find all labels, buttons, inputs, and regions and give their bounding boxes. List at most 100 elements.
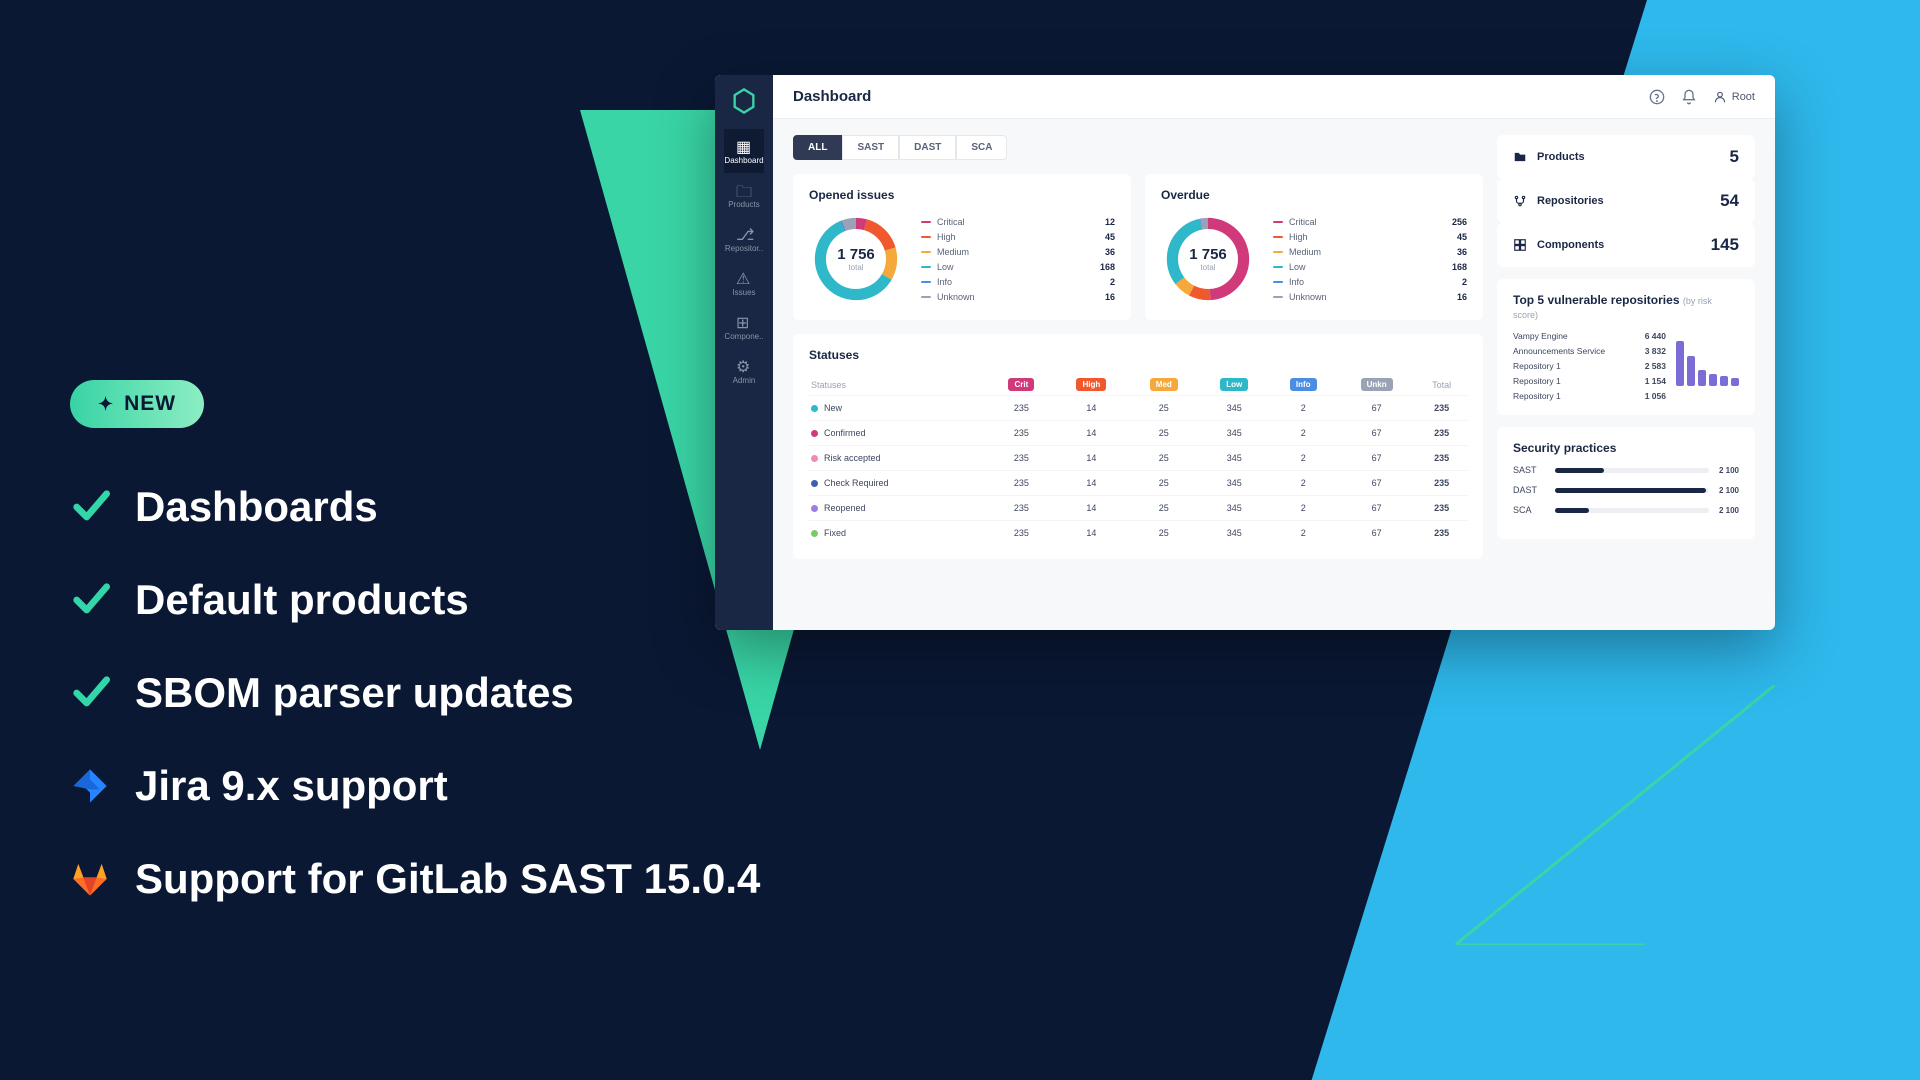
- legend-swatch: [921, 296, 931, 298]
- legend-value: 16: [1089, 292, 1115, 302]
- severity-header: Med: [1129, 374, 1199, 396]
- sidebar-icon: ⚠: [736, 269, 752, 285]
- sidebar-item-label: Repositor..: [725, 244, 763, 253]
- status-value: 67: [1337, 396, 1416, 421]
- legend-name: Low: [1289, 262, 1435, 272]
- status-value: 25: [1129, 496, 1199, 521]
- filter-tabs: ALLSASTDASTSCA: [793, 135, 1483, 160]
- total-header: Total: [1416, 374, 1467, 396]
- card-title: Statuses: [809, 348, 1467, 362]
- sidebar-item-dashboard[interactable]: ▦ Dashboard: [724, 129, 763, 173]
- stat-value: 145: [1711, 235, 1739, 255]
- check-icon: [70, 487, 110, 527]
- tab-dast[interactable]: DAST: [899, 135, 956, 160]
- legend-row: High 45: [921, 232, 1115, 242]
- feature-item: SBOM parser updates: [70, 669, 760, 717]
- legend-name: High: [937, 232, 1083, 242]
- vuln-row: Repository 11 154: [1513, 376, 1666, 386]
- status-value: 14: [1054, 446, 1128, 471]
- status-value: 345: [1199, 396, 1269, 421]
- status-total: 235: [1416, 496, 1467, 521]
- table-row: Check Required2351425345267235: [809, 471, 1467, 496]
- status-value: 67: [1337, 471, 1416, 496]
- legend-value: 36: [1089, 247, 1115, 257]
- legend-name: Info: [937, 277, 1083, 287]
- status-value: 25: [1129, 521, 1199, 546]
- practice-bar: [1555, 488, 1709, 493]
- statuses-table: StatusesCritHighMedLowInfoUnknTotal New2…: [809, 374, 1467, 545]
- overdue-card: Overdue 1 756 total Critical: [1145, 174, 1483, 320]
- practice-value: 2 100: [1719, 466, 1739, 475]
- marketing-panel: ✦ NEW Dashboards Default products SBOM p…: [70, 380, 760, 903]
- status-total: 235: [1416, 521, 1467, 546]
- sidebar-item-products[interactable]: 🗀 Products: [724, 173, 763, 217]
- status-value: 14: [1054, 496, 1128, 521]
- status-value: 14: [1054, 421, 1128, 446]
- sidebar-icon: ▦: [736, 137, 752, 153]
- legend-row: Low 168: [921, 262, 1115, 272]
- stat-card-products[interactable]: Products 5: [1497, 135, 1755, 179]
- legend-swatch: [921, 281, 931, 283]
- overdue-total: 1 756: [1189, 246, 1227, 263]
- app-logo[interactable]: [730, 87, 758, 115]
- status-value: 2: [1269, 496, 1337, 521]
- legend-value: 16: [1441, 292, 1467, 302]
- opened-total: 1 756: [837, 246, 875, 263]
- status-value: 2: [1269, 471, 1337, 496]
- legend-row: Unknown 16: [921, 292, 1115, 302]
- status-name: Reopened: [809, 496, 989, 521]
- tab-sast[interactable]: SAST: [842, 135, 899, 160]
- status-value: 345: [1199, 496, 1269, 521]
- vuln-bar: [1698, 370, 1706, 386]
- legend-value: 2: [1441, 277, 1467, 287]
- sidebar-item-issues[interactable]: ⚠ Issues: [724, 261, 763, 305]
- practice-bar: [1555, 508, 1709, 513]
- vuln-bar: [1687, 356, 1695, 386]
- legend-swatch: [1273, 266, 1283, 268]
- table-row: Confirmed2351425345267235: [809, 421, 1467, 446]
- tab-sca[interactable]: SCA: [956, 135, 1007, 160]
- user-chip[interactable]: Root: [1713, 90, 1755, 104]
- check-icon: [70, 580, 110, 620]
- stat-card-components[interactable]: Components 145: [1497, 223, 1755, 267]
- practices-card: Security practices SAST 2 100 DAST 2 100…: [1497, 427, 1755, 539]
- status-value: 14: [1054, 471, 1128, 496]
- sidebar-icon: ⊞: [736, 313, 752, 329]
- status-name: New: [809, 396, 989, 421]
- severity-header: Low: [1199, 374, 1269, 396]
- legend-name: Info: [1289, 277, 1435, 287]
- vuln-bar: [1731, 378, 1739, 386]
- legend-name: Medium: [937, 247, 1083, 257]
- sidebar-item-compone[interactable]: ⊞ Compone..: [724, 305, 763, 349]
- badge-text: NEW: [124, 392, 176, 416]
- practice-row: SCA 2 100: [1513, 505, 1739, 515]
- help-icon[interactable]: [1649, 89, 1665, 105]
- stat-label: Repositories: [1537, 195, 1604, 207]
- tab-all[interactable]: ALL: [793, 135, 842, 160]
- status-value: 2: [1269, 446, 1337, 471]
- user-name: Root: [1732, 91, 1755, 103]
- legend-swatch: [921, 236, 931, 238]
- legend-row: Info 2: [1273, 277, 1467, 287]
- donut-label: total: [837, 263, 875, 272]
- status-value: 345: [1199, 446, 1269, 471]
- sidebar-item-repositor[interactable]: ⎇ Repositor..: [724, 217, 763, 261]
- status-value: 25: [1129, 396, 1199, 421]
- stat-value: 5: [1730, 147, 1739, 167]
- bell-icon[interactable]: [1681, 89, 1697, 105]
- legend-row: Low 168: [1273, 262, 1467, 272]
- practice-label: SAST: [1513, 465, 1545, 475]
- status-value: 345: [1199, 471, 1269, 496]
- overdue-donut: 1 756 total: [1161, 212, 1255, 306]
- vuln-row: Repository 11 056: [1513, 391, 1666, 401]
- legend-name: Unknown: [937, 292, 1083, 302]
- status-total: 235: [1416, 396, 1467, 421]
- status-value: 14: [1054, 396, 1128, 421]
- sidebar-item-label: Products: [728, 200, 760, 209]
- legend-value: 45: [1441, 232, 1467, 242]
- sidebar-icon: ⎇: [736, 225, 752, 241]
- status-value: 67: [1337, 521, 1416, 546]
- legend-swatch: [1273, 296, 1283, 298]
- stat-card-repositories[interactable]: Repositories 54: [1497, 179, 1755, 223]
- card-title: Opened issues: [809, 188, 1115, 202]
